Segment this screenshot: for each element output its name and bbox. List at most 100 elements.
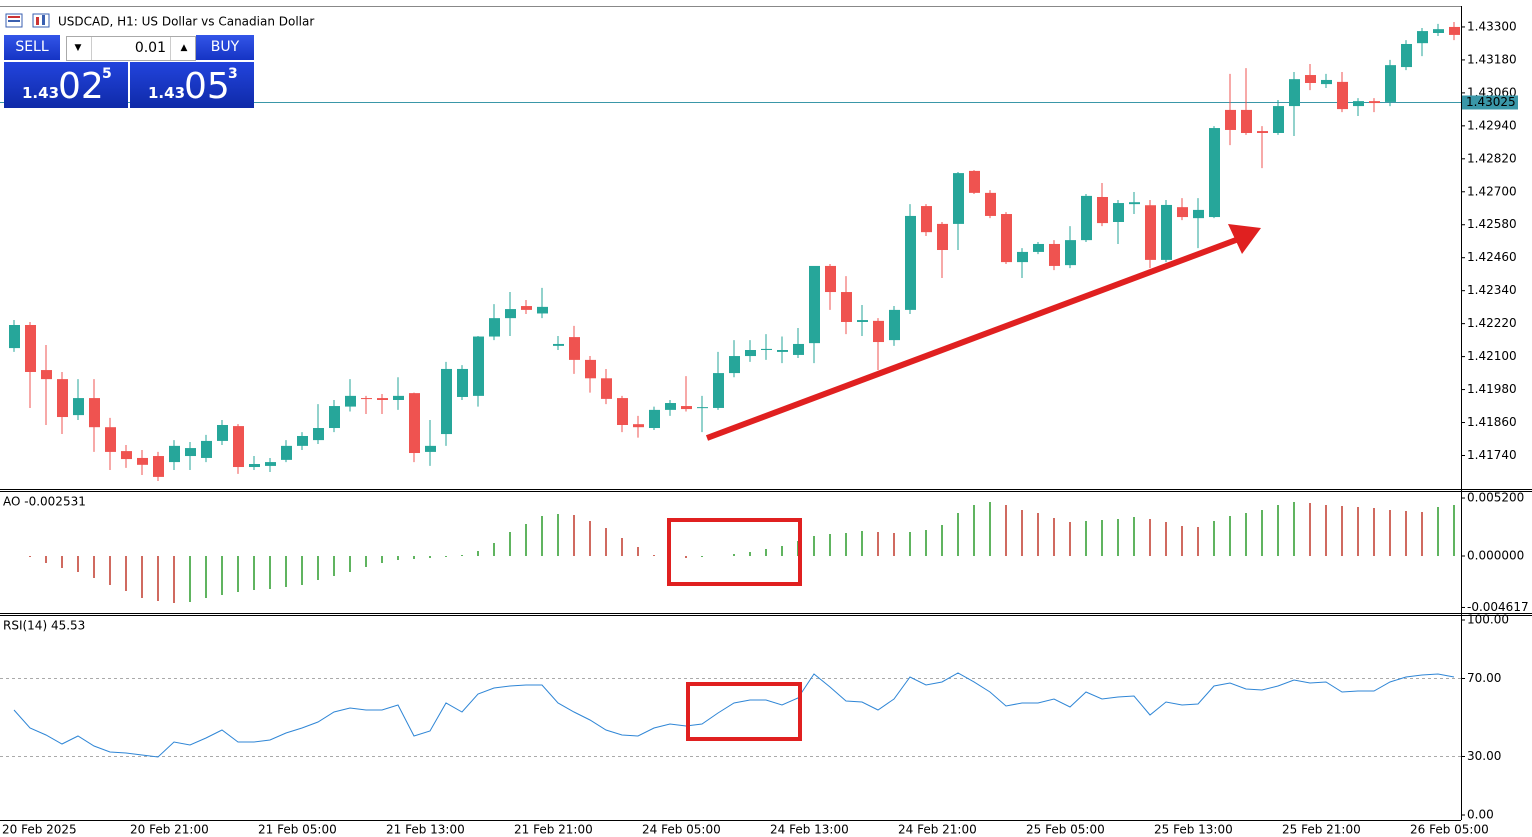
candle-body xyxy=(809,265,820,344)
ao-title: AO -0.002531 xyxy=(3,495,86,509)
candle-body xyxy=(441,368,452,435)
candle-body xyxy=(409,393,420,454)
x-tick-label: 20 Feb 2025 xyxy=(2,823,77,837)
highlight-box xyxy=(686,682,802,741)
sell-button[interactable]: SELL xyxy=(4,35,60,60)
candle-body xyxy=(1193,209,1204,219)
candle-body xyxy=(361,398,372,400)
candle-body xyxy=(825,265,836,293)
candle-body xyxy=(217,424,228,441)
symbol-icons xyxy=(5,13,50,28)
candle-body xyxy=(1033,243,1044,252)
candle-body xyxy=(649,409,660,429)
candle-body xyxy=(1145,205,1156,260)
candle-body xyxy=(1113,203,1124,222)
y-tick-label: 1.42340 xyxy=(1467,283,1517,297)
ask-price[interactable]: 1.43 05 3 xyxy=(130,62,254,108)
candle-body xyxy=(121,451,132,460)
candle-body xyxy=(1433,29,1444,33)
candle-body xyxy=(1129,202,1140,205)
x-tick-label: 24 Feb 13:00 xyxy=(770,823,849,837)
x-tick-label: 25 Feb 13:00 xyxy=(1154,823,1233,837)
arrow-head xyxy=(1228,224,1261,254)
candle-body xyxy=(985,192,996,216)
candle-body xyxy=(793,343,804,355)
bid-price[interactable]: 1.43 02 5 xyxy=(4,62,128,108)
candle-body xyxy=(761,348,772,351)
rsi-title: RSI(14) 45.53 xyxy=(3,619,85,633)
x-tick-label: 21 Feb 13:00 xyxy=(386,823,465,837)
candle-body xyxy=(1385,65,1396,102)
candle-body xyxy=(969,170,980,193)
lot-down[interactable]: ▼ xyxy=(74,43,82,53)
candle-body xyxy=(521,306,532,310)
candle-body xyxy=(841,292,852,322)
lot-value[interactable]: 0.01 xyxy=(91,37,171,60)
candle-body xyxy=(473,336,484,396)
y-tick-label: 1.41860 xyxy=(1467,415,1517,429)
candle-body xyxy=(185,448,196,457)
candle-body xyxy=(41,370,52,380)
current-price-label: 1.43025 xyxy=(1466,95,1516,109)
candle-body xyxy=(905,215,916,310)
candle-body xyxy=(201,440,212,458)
x-tick-label: 21 Feb 21:00 xyxy=(514,823,593,837)
y-tick-label: 1.41980 xyxy=(1467,382,1517,396)
candle-body xyxy=(713,373,724,408)
candle-body xyxy=(1081,195,1092,241)
y-tick-label: 1.42580 xyxy=(1467,217,1517,231)
candle-body xyxy=(1273,106,1284,133)
lot-input[interactable]: ▼ 0.01 ▲ xyxy=(66,36,196,61)
y-tick-label: 30.00 xyxy=(1467,749,1501,763)
candle-body xyxy=(921,206,932,233)
candle-body xyxy=(1401,43,1412,68)
y-tick-label: 1.42460 xyxy=(1467,250,1517,264)
candle-body xyxy=(745,350,756,357)
candle-body xyxy=(137,457,148,465)
y-tick-label: -0.004617 xyxy=(1467,600,1529,614)
candle-body xyxy=(1225,109,1236,130)
candle-body xyxy=(617,398,628,425)
icon xyxy=(42,15,45,25)
rsi-line xyxy=(13,672,1455,758)
candle-body xyxy=(1257,131,1268,133)
candle-body xyxy=(393,395,404,400)
candle-body xyxy=(1337,81,1348,110)
x-tick-label: 20 Feb 21:00 xyxy=(130,823,209,837)
candle-body xyxy=(857,320,868,322)
y-tick-label: 1.42700 xyxy=(1467,184,1517,198)
y-tick-label: 1.42940 xyxy=(1467,118,1517,132)
candle-body xyxy=(1417,31,1428,44)
candle-body xyxy=(1449,26,1460,35)
candle-body xyxy=(1177,207,1188,218)
price-prefix: 1.43 xyxy=(22,84,60,102)
x-tick-label: 25 Feb 21:00 xyxy=(1282,823,1361,837)
price-big: 05 xyxy=(184,66,230,107)
candle-body xyxy=(169,445,180,463)
price-small: 5 xyxy=(102,66,112,82)
candle-body xyxy=(873,320,884,343)
candle-body xyxy=(233,426,244,468)
candle-body xyxy=(537,306,548,314)
price-big: 02 xyxy=(58,66,104,107)
buy-button[interactable]: BUY xyxy=(196,35,254,60)
price-small: 3 xyxy=(228,66,238,82)
y-tick-label: 0.000000 xyxy=(1467,548,1524,562)
candle-body xyxy=(89,398,100,428)
chart-title: USDCAD, H1: US Dollar vs Canadian Dollar xyxy=(58,15,314,29)
candle-body xyxy=(9,325,20,349)
candle-body xyxy=(489,318,500,337)
candle-body xyxy=(1065,240,1076,266)
candle-body xyxy=(1305,75,1316,83)
icon xyxy=(8,16,20,18)
candle-body xyxy=(889,309,900,341)
candle-body xyxy=(377,398,388,400)
x-tick-label: 25 Feb 05:00 xyxy=(1026,823,1105,837)
candle-body xyxy=(1241,109,1252,133)
candle-body xyxy=(633,424,644,428)
candle-body xyxy=(601,378,612,399)
y-tick-label: 1.43180 xyxy=(1467,52,1517,66)
lot-up[interactable]: ▲ xyxy=(180,43,188,53)
candle-body xyxy=(505,309,516,319)
